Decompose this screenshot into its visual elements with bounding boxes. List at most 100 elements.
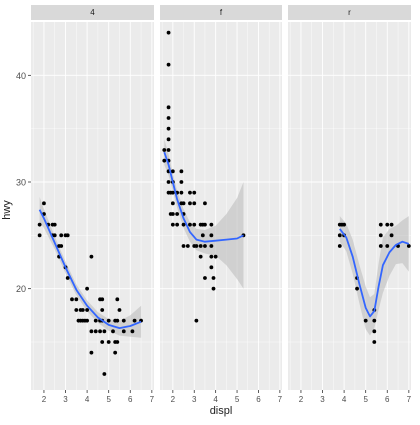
smooth-line — [339, 228, 410, 318]
data-point — [389, 222, 394, 227]
data-point — [211, 286, 216, 291]
data-point — [337, 233, 342, 238]
data-point — [211, 276, 216, 280]
data-point — [162, 158, 167, 163]
data-point — [93, 318, 98, 323]
data-point — [213, 254, 218, 259]
data-point — [100, 297, 105, 302]
data-point — [170, 201, 175, 206]
data-point — [175, 212, 180, 216]
data-point — [188, 222, 192, 227]
data-point — [166, 126, 171, 131]
x-tick-label: 7 — [150, 395, 155, 404]
x-tick-label: 6 — [385, 395, 390, 404]
data-point — [70, 297, 74, 302]
data-point — [130, 329, 135, 334]
data-point — [162, 148, 167, 152]
x-tick-label: 3 — [63, 395, 68, 404]
data-point — [102, 329, 107, 334]
data-point — [203, 244, 207, 248]
data-point — [106, 340, 111, 344]
data-point — [342, 222, 347, 227]
data-point — [85, 286, 90, 291]
data-point — [89, 350, 94, 355]
data-point — [209, 244, 214, 248]
data-point — [65, 276, 70, 280]
data-point — [37, 233, 42, 238]
data-point — [181, 244, 186, 248]
data-point — [166, 105, 171, 110]
data-point — [65, 233, 70, 238]
facet-strip — [160, 5, 282, 20]
data-point — [121, 318, 126, 323]
y-tick-label: 20 — [16, 284, 26, 294]
data-point — [80, 308, 85, 312]
x-tick-label: 4 — [85, 395, 90, 404]
x-tick-label: 5 — [235, 395, 240, 404]
x-tick-label: 4 — [342, 395, 347, 404]
data-point — [203, 276, 207, 280]
data-point — [378, 233, 383, 238]
data-point — [385, 244, 390, 248]
panel-background — [288, 22, 411, 390]
data-point — [93, 329, 98, 334]
smooth-line — [38, 209, 142, 330]
data-point — [85, 318, 90, 323]
x-axis-title: displ — [210, 405, 233, 417]
data-point — [121, 329, 126, 334]
data-point — [59, 233, 64, 238]
data-point — [117, 308, 122, 312]
data-point — [166, 116, 171, 120]
data-point — [111, 329, 115, 334]
data-point — [98, 329, 102, 334]
data-point — [42, 201, 46, 206]
data-point — [115, 297, 120, 302]
facet-strip-label: 4 — [90, 8, 95, 17]
facet-strip-label: r — [348, 8, 351, 17]
data-point — [74, 297, 79, 302]
data-point — [378, 222, 383, 227]
data-point — [200, 233, 205, 238]
data-point — [89, 254, 94, 259]
confidence-ribbon — [164, 139, 244, 289]
data-point — [85, 308, 90, 312]
data-point — [170, 212, 175, 216]
x-tick-label: 7 — [278, 395, 283, 404]
x-tick-label: 6 — [128, 395, 133, 404]
data-point — [52, 233, 57, 238]
data-point — [192, 190, 197, 195]
data-point — [166, 148, 171, 152]
data-point — [166, 62, 171, 67]
data-point — [198, 254, 203, 259]
facet-strip — [288, 5, 411, 20]
y-tick-label: 30 — [16, 178, 26, 188]
data-point — [192, 222, 197, 227]
data-point — [106, 318, 111, 323]
data-point — [203, 201, 207, 206]
x-tick-label: 5 — [363, 395, 368, 404]
data-point — [372, 329, 377, 334]
data-point — [166, 180, 171, 184]
data-point — [209, 265, 214, 270]
data-point — [194, 318, 199, 323]
data-point — [181, 222, 186, 227]
x-tick-label: 2 — [299, 395, 304, 404]
data-point — [406, 244, 411, 248]
data-point — [209, 233, 214, 238]
data-point — [170, 169, 175, 174]
data-point — [372, 318, 377, 323]
data-point — [389, 233, 394, 238]
data-point — [100, 340, 105, 344]
data-point — [203, 222, 207, 227]
x-tick-label: 3 — [192, 395, 197, 404]
x-tick-label: 6 — [256, 395, 261, 404]
data-point — [170, 190, 175, 195]
x-tick-label: 2 — [171, 395, 176, 404]
data-point — [52, 222, 57, 227]
data-point — [194, 244, 199, 248]
x-tick-label: 2 — [42, 395, 47, 404]
data-point — [37, 222, 42, 227]
data-point — [385, 222, 390, 227]
